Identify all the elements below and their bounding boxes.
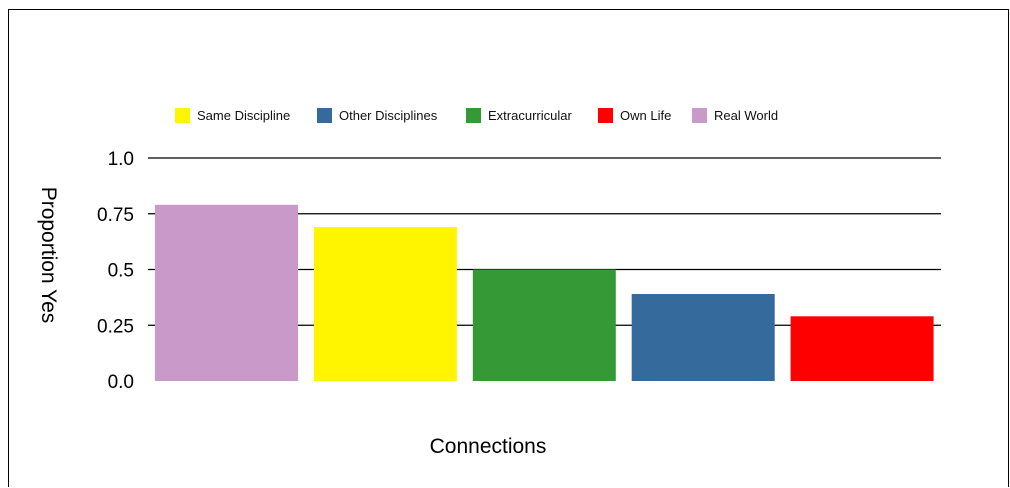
y-tick-label: 0.25: [97, 316, 134, 337]
legend-swatch: [692, 108, 707, 123]
y-tick-labels: 0.0 0.25 0.5 0.75 1.0: [97, 149, 134, 393]
legend-label: Same Discipline: [197, 108, 290, 123]
bars: [155, 204, 934, 381]
bar-same-discipline: [313, 227, 457, 381]
legend-swatch: [466, 108, 481, 123]
legend-swatch: [175, 108, 190, 123]
bar-own-life: [790, 316, 934, 381]
bar-other-disciplines: [631, 294, 775, 381]
legend-label: Own Life: [620, 108, 671, 123]
x-axis-title: Connections: [430, 435, 547, 458]
legend-swatch: [317, 108, 332, 123]
bar-extracurricular: [472, 269, 616, 381]
legend-swatch: [598, 108, 613, 123]
y-tick-label: 0.5: [108, 261, 134, 282]
y-tick-label: 1.0: [108, 149, 134, 170]
y-tick-label: 0.75: [97, 205, 134, 226]
y-axis-title: Proportion Yes: [37, 187, 60, 324]
legend-label: Extracurricular: [488, 108, 572, 123]
legend-label: Other Disciplines: [339, 108, 438, 123]
legend-label: Real World: [714, 108, 778, 123]
bar-real-world: [155, 204, 298, 381]
y-tick-label: 0.0: [108, 372, 134, 393]
chart-legend: Same Discipline Other Disciplines Extracur…: [175, 108, 778, 123]
